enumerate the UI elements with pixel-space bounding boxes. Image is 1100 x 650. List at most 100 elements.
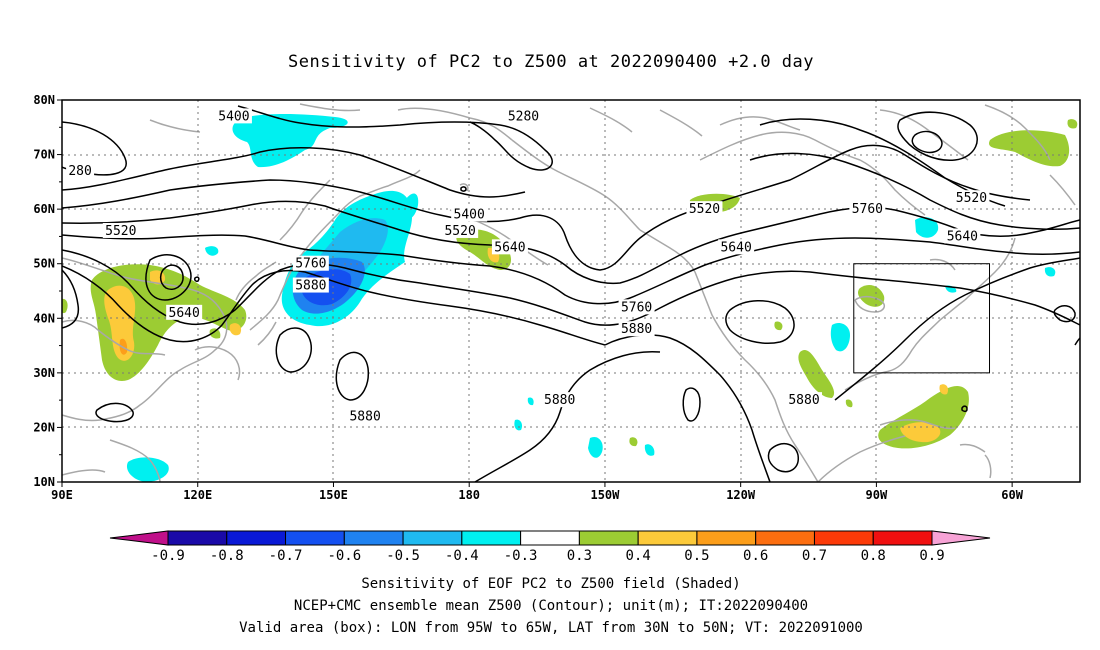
shade-cyan-small2	[915, 217, 939, 238]
shade-yellow-asia3	[229, 323, 242, 336]
shade-cyan-box	[830, 323, 850, 352]
shade-green-small4	[209, 328, 221, 339]
lon-tick-label: 60W	[1001, 488, 1023, 502]
contour-label: 5520	[442, 222, 479, 239]
colorbar-segment	[402, 530, 463, 546]
shade-green-mex	[798, 350, 835, 398]
lat-tick-label: 30N	[33, 366, 55, 380]
shade-yellow-asia	[104, 285, 136, 361]
svg-text:5880: 5880	[544, 393, 575, 408]
colorbar-label: 0.5	[684, 548, 709, 564]
contour-label: 5400	[451, 206, 488, 223]
lon-tick-label: 180	[458, 488, 480, 502]
svg-text:5640: 5640	[947, 229, 978, 244]
lon-tick-label: 120W	[726, 488, 756, 502]
lat-tick-label: 20N	[33, 420, 55, 434]
colorbar-segment	[285, 530, 345, 546]
shade-green-small2	[629, 437, 638, 447]
contour-label: 5640	[718, 239, 755, 255]
svg-text:5880: 5880	[295, 279, 326, 294]
svg-text:5400: 5400	[218, 109, 249, 124]
svg-text:5520: 5520	[689, 202, 720, 217]
svg-text:5400: 5400	[454, 208, 485, 223]
colorbar-segment	[461, 530, 522, 546]
colorbar-segment	[872, 530, 933, 546]
colorbar-label: -0.4	[445, 548, 479, 564]
svg-text:5640: 5640	[169, 306, 200, 321]
colorbar-label: 0.4	[626, 548, 651, 564]
contour-label: 5640	[944, 228, 981, 244]
lon-tick-label: 90W	[866, 488, 888, 502]
shade-yellow-carib2	[939, 384, 949, 395]
lat-tick-label: 50N	[33, 257, 55, 271]
svg-text:5520: 5520	[444, 224, 475, 239]
footer-line-1: Sensitivity of EOF PC2 to Z500 field (Sh…	[361, 576, 740, 592]
shade-cyan-north	[232, 113, 348, 168]
map-title: Sensitivity of PC2 to Z500 at 2022090400…	[288, 52, 814, 72]
colorbar-segment	[813, 530, 874, 546]
contour-label: 5400	[215, 108, 252, 124]
footer-line-2: NCEP+CMC ensemble mean Z500 (Contour); u…	[294, 598, 808, 614]
shade-cyan-pacific1	[588, 436, 603, 458]
svg-text:5760: 5760	[621, 300, 652, 315]
lat-tick-label: 60N	[33, 202, 55, 216]
colorbar-label: 0.9	[919, 548, 944, 564]
lat-tick-label: 40N	[33, 311, 55, 325]
lat-tick-label: 70N	[33, 148, 55, 162]
colorbar-label: -0.8	[210, 548, 244, 564]
contour-label: 5760	[618, 299, 655, 315]
contour-label: 5760	[849, 201, 886, 217]
svg-text:5520: 5520	[105, 224, 136, 239]
colorbar-label: -0.5	[386, 548, 420, 564]
contour-label: 5640	[166, 304, 203, 321]
colorbar-segment	[167, 530, 228, 546]
colorbar-label: -0.7	[269, 548, 303, 564]
colorbar-label: 0.3	[567, 548, 592, 564]
lat-tick-label: 80N	[33, 93, 55, 107]
svg-text:5520: 5520	[956, 191, 987, 206]
colorbar-segment	[637, 530, 698, 546]
colorbar-label: -0.3	[504, 548, 538, 564]
contour-label: 5280	[505, 108, 542, 124]
lon-tick-label: 150W	[590, 488, 620, 502]
contour-label: 5520	[953, 190, 990, 206]
shade-green-small3	[845, 399, 853, 408]
shade-cyan-pacific3	[644, 444, 655, 456]
colorbar-label: 0.6	[743, 548, 768, 564]
contour-label: 5880	[292, 277, 329, 294]
z500-contours	[62, 105, 1080, 482]
colorbar-label: 0.7	[802, 548, 827, 564]
colorbar-right-arrow	[931, 530, 991, 546]
svg-text:5760: 5760	[852, 202, 883, 217]
colorbar-label: -0.9	[151, 548, 185, 564]
contour-label: 5880	[347, 408, 384, 425]
shade-green-nat2	[1067, 119, 1078, 129]
svg-text:5640: 5640	[494, 240, 525, 255]
colorbar-segment	[696, 530, 757, 546]
svg-text:5760: 5760	[295, 257, 326, 272]
lat-tick-label: 10N	[33, 475, 55, 489]
colorbar-label: 0.8	[861, 548, 886, 564]
valid-area-box	[853, 263, 991, 374]
shade-cyan-pacific2	[514, 419, 523, 431]
shade-green-gl	[858, 284, 885, 307]
colorbar-segment	[520, 530, 580, 546]
shade-yellow-carib	[900, 422, 941, 443]
shade-green-carib	[878, 385, 969, 449]
contour-label: 5880	[618, 321, 655, 337]
colorbar-segment	[343, 530, 404, 546]
lon-tick-label: 90E	[51, 488, 73, 502]
contour-label: 5880	[786, 392, 823, 408]
footer-line-3: Valid area (box): LON from 95W to 65W, L…	[239, 620, 863, 636]
svg-text:280: 280	[68, 164, 91, 179]
colorbar-segment	[755, 530, 815, 546]
colorbar: -0.9 -0.8 -0.7 -0.6 -0.5 -0.4 -0.3 0.3 0.4 0.5 0.6…	[109, 530, 991, 564]
svg-text:5880: 5880	[349, 410, 380, 425]
shade-green-small1	[774, 321, 783, 331]
colorbar-segment	[578, 530, 639, 546]
contour-label: 280	[66, 162, 95, 179]
shade-green-asia2	[62, 299, 68, 313]
